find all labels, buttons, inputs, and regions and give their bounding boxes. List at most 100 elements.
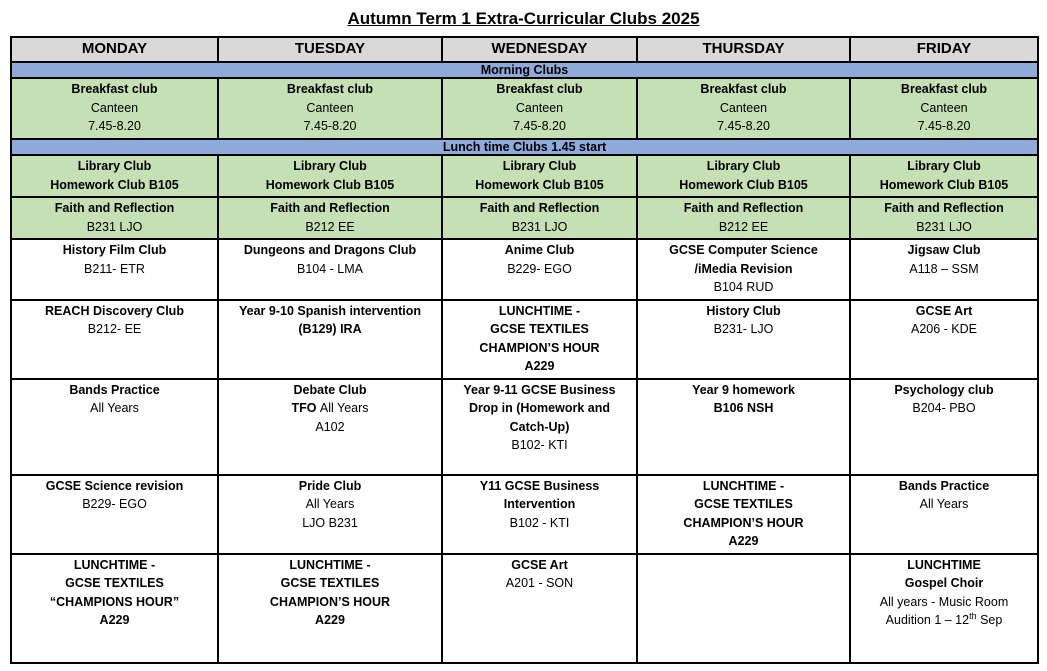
club-cell: GCSE Art A201 - SON	[441, 552, 638, 664]
club-cell: Y11 GCSE Business Intervention B102 - KTI	[441, 473, 638, 555]
lunch-row-4: GCSE Science revision B229- EGO Pride Club…	[10, 473, 1039, 555]
club-cell-line: A201 - SON	[505, 576, 574, 590]
club-cell: Library Club Homework Club B105	[441, 154, 638, 198]
club-cell: Breakfast club Canteen 7.45-8.20	[849, 77, 1039, 140]
club-cell-line: GCSE TEXTILES	[65, 576, 164, 590]
club-cell-line: Intervention	[503, 497, 576, 511]
club-cell-line: Breakfast club	[900, 82, 988, 96]
club-cell-line: A118 – SSM	[909, 261, 979, 276]
club-cell-line: B204- PBO	[912, 401, 976, 415]
club-cell-line: Breakfast club	[496, 82, 583, 96]
club-cell-line: Year 9-10 Spanish intervention	[238, 303, 421, 318]
club-cell-line: REACH Discovery Club	[45, 303, 184, 318]
club-cell-line: LUNCHTIME -	[289, 557, 371, 572]
club-cell: GCSE Art A206 - KDE	[849, 298, 1039, 380]
club-cell-line: Debate Club	[293, 382, 367, 397]
club-cell: Psychology club B204- PBO	[849, 377, 1039, 476]
club-cell: Library Club Homework Club B105	[217, 154, 443, 198]
club-cell: Faith and Reflection B231 LJO	[849, 196, 1039, 240]
club-cell-line: History Club	[706, 303, 781, 318]
club-cell-line: 7.45-8.20	[717, 119, 770, 133]
club-cell: LUNCHTIME Gospel Choir All years - Music R…	[849, 552, 1039, 664]
club-cell-line: A229	[728, 534, 759, 548]
club-cell-line: Breakfast club	[700, 82, 787, 96]
club-cell-line: All years - Music Room	[879, 594, 1009, 609]
club-cell-line: Y11 GCSE Business	[479, 478, 600, 493]
club-cell-line: B211- ETR	[84, 261, 145, 276]
lunch-row-5: LUNCHTIME - GCSE TEXTILES “CHAMPIONS HOUR”…	[10, 552, 1039, 664]
club-cell-line: /iMedia Revision	[694, 261, 793, 276]
club-cell-line: (B129) IRA	[298, 322, 362, 336]
club-cell-line: Homework Club B105	[475, 177, 604, 192]
library-club-row: Library Club Homework Club B105 Library Cl…	[10, 154, 1039, 198]
club-cell: Breakfast club Canteen 7.45-8.20	[636, 77, 851, 140]
clubs-table-body: Morning Clubs Breakfast club Canteen 7.45-8…	[10, 61, 1039, 664]
club-cell: Jigsaw Club A118 – SSM	[849, 238, 1039, 301]
club-cell: Faith and Reflection B212 EE	[636, 196, 851, 240]
lunch-row-1: History Film Club B211- ETR Dungeons and D…	[10, 238, 1039, 301]
breakfast-club-row: Breakfast club Canteen 7.45-8.20 Breakfast …	[10, 77, 1039, 140]
club-cell-line: TFO All Years	[291, 401, 369, 415]
day-header-thursday: THURSDAY	[636, 36, 851, 63]
club-cell: Debate Club TFO All Years A102	[217, 377, 443, 476]
club-cell-line: Canteen	[306, 100, 354, 115]
club-cell-line: Psychology club	[894, 382, 994, 397]
club-cell: LUNCHTIME - GCSE TEXTILES CHAMPION’S HOUR A…	[217, 552, 443, 664]
club-cell: Year 9 homework B106 NSH	[636, 377, 851, 476]
club-cell-line: GCSE TEXTILES	[694, 497, 793, 511]
section-banner: Lunch time Clubs 1.45 start	[10, 138, 1039, 156]
club-cell-line: 7.45-8.20	[303, 119, 357, 133]
club-cell-line: Canteen	[515, 100, 564, 115]
club-cell-line: B106 NSH	[713, 401, 774, 415]
club-cell: Library Club Homework Club B105	[10, 154, 219, 198]
day-header-tuesday: TUESDAY	[217, 36, 443, 63]
club-cell-line: LJO B231	[302, 515, 358, 530]
club-cell-line: Gospel Choir	[904, 576, 984, 590]
club-cell: Faith and Reflection B212 EE	[217, 196, 443, 240]
club-cell-line: Year 9 homework	[692, 382, 795, 397]
club-cell-line: B229- EGO	[82, 497, 147, 511]
club-cell-line: Library Club	[293, 159, 367, 173]
day-header-friday: FRIDAY	[849, 36, 1039, 63]
club-cell: GCSE Computer Science/iMedia Revision B10…	[636, 238, 851, 301]
club-cell: Faith and Reflection B231 LJO	[10, 196, 219, 240]
club-cell-line: Bands Practice	[69, 382, 160, 397]
club-cell-line: B102 - KTI	[509, 515, 570, 530]
club-cell-line: LUNCHTIME -	[498, 303, 581, 318]
club-cell-line: 7.45-8.20	[917, 119, 971, 133]
club-cell-line: Homework Club B105	[265, 177, 395, 192]
club-cell-line: B231- LJO	[713, 322, 774, 336]
club-cell-line: B229- EGO	[507, 261, 572, 276]
club-cell-line: Drop in (Homework and	[469, 401, 610, 415]
club-cell-line: B231 LJO	[916, 219, 972, 234]
club-cell: Dungeons and Dragons Club B104 - LMA	[217, 238, 443, 301]
club-cell-line: Catch-Up)	[509, 419, 570, 434]
club-cell-line: Homework Club B105	[679, 177, 808, 192]
club-cell	[636, 552, 851, 664]
clubs-table: MONDAY TUESDAY WEDNESDAY THURSDAY FRIDAY Mor…	[10, 36, 1039, 664]
club-cell-line: Library Club	[77, 159, 152, 173]
club-cell: Year 9-10 Spanish intervention (B129) IRA	[217, 298, 443, 380]
club-cell-line: 7.45-8.20	[88, 119, 141, 133]
club-cell: Bands Practice All Years	[10, 377, 219, 476]
club-cell-line: Library Club	[706, 159, 781, 173]
club-cell-line: Canteen	[719, 100, 768, 115]
club-cell-line: A229	[315, 613, 345, 627]
club-cell-line: Year 9-11 GCSE Business	[463, 382, 616, 397]
club-cell-line: B212 EE	[305, 219, 355, 234]
club-cell-line: LUNCHTIME -	[73, 557, 156, 572]
club-cell-line: Breakfast club	[71, 82, 158, 96]
club-cell: History Film Club B211- ETR	[10, 238, 219, 301]
club-cell-line: LUNCHTIME	[907, 557, 981, 572]
club-cell-line: GCSE Computer Science	[669, 243, 818, 257]
club-cell-line: B102- KTI	[511, 438, 568, 452]
club-cell-line: GCSE TEXTILES	[280, 576, 380, 590]
lunch-row-2: REACH Discovery Club B212- EE Year 9-10 Sp…	[10, 298, 1039, 380]
lunch-clubs-banner: Lunch time Clubs 1.45 start	[10, 138, 1039, 156]
club-cell-line: B231 LJO	[86, 219, 143, 234]
club-cell-line: B231 LJO	[511, 219, 568, 234]
club-cell: Breakfast club Canteen 7.45-8.20	[10, 77, 219, 140]
club-cell-line: A229	[524, 359, 555, 373]
club-cell-line: A102	[315, 419, 345, 434]
club-cell-line: GCSE TEXTILES	[490, 322, 589, 336]
